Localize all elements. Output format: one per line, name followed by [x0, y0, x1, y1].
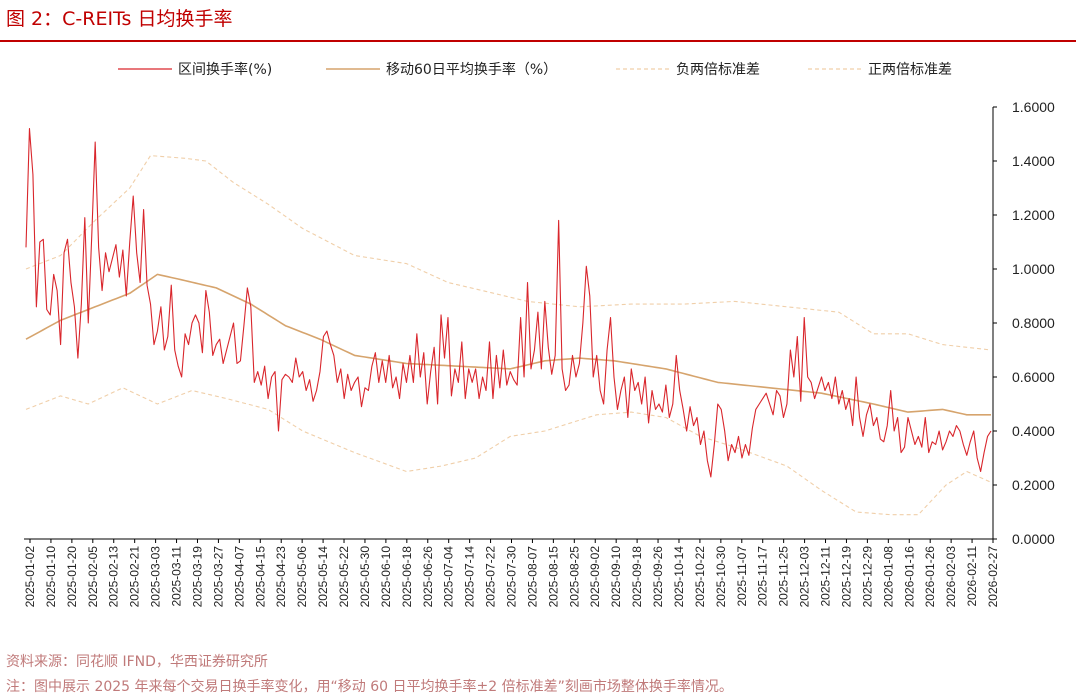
x-tick-label: 2025-12-03 [798, 546, 812, 608]
x-tick-label: 2026-02-27 [986, 546, 1000, 608]
y-tick-label: 0.6000 [1012, 369, 1055, 385]
x-tick-label: 2025-03-19 [190, 546, 204, 608]
x-tick-label: 2025-03-27 [211, 546, 225, 608]
x-tick-label: 2025-01-10 [44, 546, 58, 608]
x-tick-label: 2025-02-21 [128, 546, 142, 608]
x-tick-label: 2025-11-25 [777, 546, 791, 607]
x-tick-label: 2025-09-02 [588, 546, 602, 608]
x-tick-label: 2025-02-13 [107, 546, 121, 608]
x-tick-label: 2025-12-29 [860, 546, 874, 608]
x-tick-label: 2025-03-11 [170, 546, 184, 607]
x-tick-label: 2025-07-04 [442, 546, 456, 608]
x-tick-label: 2025-01-02 [23, 546, 37, 608]
x-tick-label: 2025-12-11 [819, 546, 833, 607]
x-tick-label: 2025-02-05 [86, 546, 100, 608]
x-tick-label: 2025-07-22 [484, 546, 498, 608]
x-tick-label: 2025-08-15 [546, 546, 560, 608]
x-tick-label: 2025-12-19 [839, 546, 853, 608]
x-tick-label: 2026-01-16 [902, 546, 916, 608]
y-tick-label: 1.6000 [1012, 99, 1055, 115]
x-tick-label: 2026-02-11 [965, 546, 979, 607]
legend-label-upper-band: 正两倍标准差 [868, 62, 952, 78]
x-tick-label: 2026-01-26 [923, 546, 937, 608]
chart-axes: 0.0000 0.2000 0.4000 0.6000 0.8000 1.0000 1.20… [23, 99, 1055, 607]
source-note: 资料来源：同花顺 IFND，华西证券研究所 [6, 654, 268, 670]
x-tick-label: 2025-06-10 [379, 546, 393, 608]
y-tick-label: 0.2000 [1012, 477, 1055, 493]
x-tick-label: 2025-08-25 [567, 546, 581, 608]
legend-label-ma60: 移动60日平均换手率（%） [386, 61, 557, 78]
title-divider [0, 40, 1076, 42]
x-tick-label: 2025-11-17 [756, 546, 770, 607]
x-tick-label: 2025-10-22 [693, 546, 707, 608]
x-tick-label: 2025-01-20 [65, 546, 79, 608]
x-tick-label: 2025-06-18 [400, 546, 414, 608]
x-tick-label: 2025-04-23 [274, 546, 288, 608]
x-tick-label: 2025-07-30 [505, 546, 519, 608]
x-tick-label: 2025-09-26 [651, 546, 665, 608]
x-tick-label: 2025-05-06 [295, 546, 309, 608]
x-tick-label: 2025-04-15 [253, 546, 267, 608]
x-tick-label: 2025-03-03 [149, 546, 163, 608]
x-tick-label: 2025-11-07 [735, 546, 749, 607]
x-tick-label: 2025-09-10 [609, 546, 623, 608]
ma60-line [25, 273, 991, 416]
y-tick-label: 1.4000 [1012, 153, 1055, 169]
x-tick-label: 2025-08-07 [525, 546, 539, 608]
upper-band-line [25, 155, 992, 351]
x-tick-label: 2025-04-07 [232, 546, 246, 608]
x-tick-label: 2025-10-14 [672, 546, 686, 608]
x-tick-label: 2025-06-26 [421, 546, 435, 608]
y-tick-label: 0.4000 [1012, 423, 1055, 439]
x-tick-label: 2025-09-18 [630, 546, 644, 608]
y-tick-label: 0.8000 [1012, 315, 1055, 331]
turnover-chart: 区间换手率(%) 移动60日平均换手率（%） 负两倍标准差 正两倍标准差 0.0… [23, 61, 1055, 607]
x-tick-label: 2025-10-30 [714, 546, 728, 608]
turnover-line [25, 128, 992, 478]
legend-label-lower-band: 负两倍标准差 [676, 62, 760, 78]
x-tick-label: 2026-02-03 [944, 546, 958, 608]
y-tick-label: 1.0000 [1012, 261, 1055, 277]
x-tick-label: 2025-07-14 [463, 546, 477, 608]
y-tick-label: 1.2000 [1012, 207, 1055, 223]
chart-legend: 区间换手率(%) 移动60日平均换手率（%） 负两倍标准差 正两倍标准差 [118, 61, 952, 78]
legend-label-turnover: 区间换手率(%) [178, 61, 272, 78]
lower-band-line [25, 387, 992, 516]
x-tick-label: 2025-05-14 [316, 546, 330, 608]
y-tick-label: 0.0000 [1012, 531, 1055, 547]
x-tick-label: 2026-01-08 [881, 546, 895, 608]
x-tick-label: 2025-05-30 [358, 546, 372, 608]
footnote: 注：图中展示 2025 年来每个交易日换手率变化，用“移动 60 日平均换手率±… [6, 679, 733, 695]
x-tick-label: 2025-05-22 [337, 546, 351, 608]
chart-series [25, 128, 992, 516]
figure-title: 图 2：C-REITs 日均换手率 [6, 8, 233, 30]
